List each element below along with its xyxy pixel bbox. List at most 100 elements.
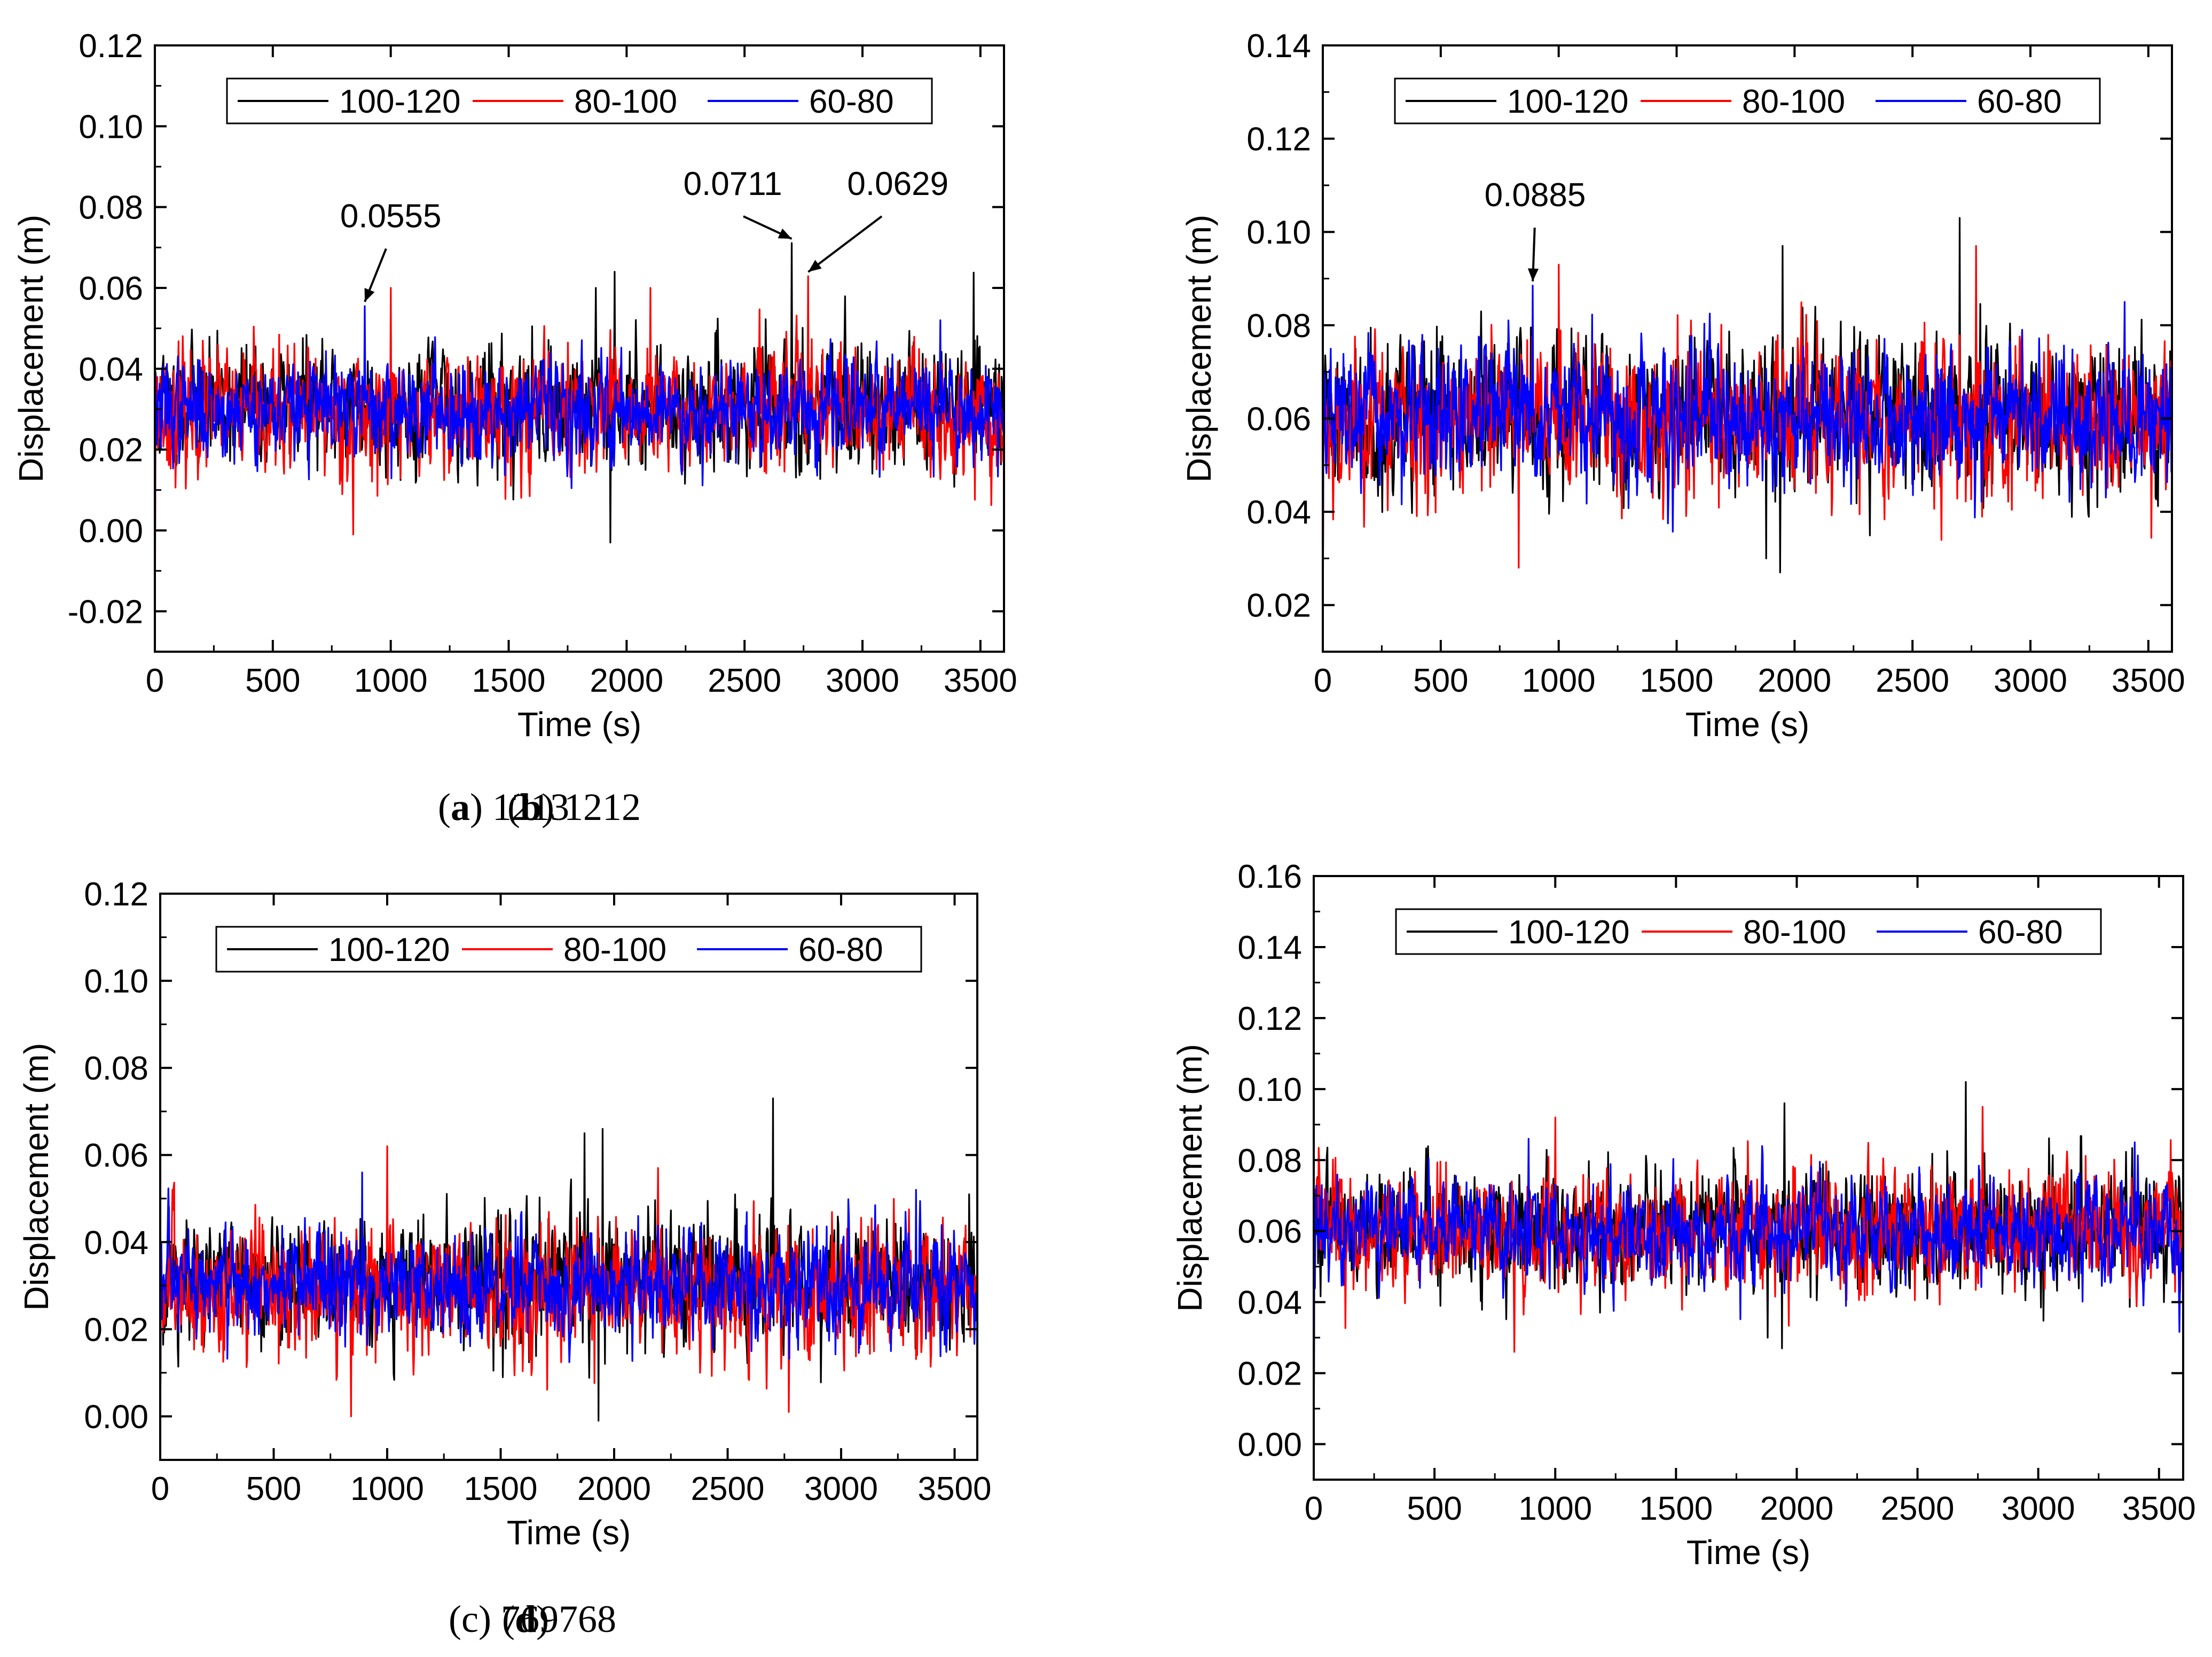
y-tick-label: 0.12	[1237, 1001, 1302, 1037]
series-line-80-100	[160, 1145, 977, 1449]
x-tick-label: 3000	[1994, 662, 2067, 699]
x-tick-label: 3500	[944, 662, 1017, 699]
annotation: 0.0711	[684, 166, 793, 240]
legend-entry: 100-120	[1508, 914, 1630, 951]
series-line-80-100	[155, 275, 1004, 640]
x-tick-label: 2500	[1881, 1490, 1955, 1527]
y-tick-label: 0.12	[1246, 121, 1311, 158]
x-tick-label: 2500	[691, 1471, 765, 1507]
x-tick-label: 3500	[2122, 1490, 2196, 1527]
y-tick-label: 0.04	[84, 1224, 148, 1261]
caption-b: (b) 1212	[507, 786, 641, 828]
y-tick-label: 0.02	[84, 1311, 148, 1348]
y-tick-label: 0.08	[79, 190, 143, 226]
legend-entry: 100-120	[328, 932, 450, 968]
legend-entry: 60-80	[1977, 83, 2062, 120]
svg-text:0.0711: 0.0711	[684, 166, 782, 202]
x-tick-label: 3500	[2112, 662, 2185, 699]
legend-entry: 80-100	[574, 83, 677, 120]
chart-svg: -0.02 0.00 0.02 0.04 0.06 0.08 0.10 0.12 0 500 100…	[12, 28, 1017, 744]
x-axis-label: Time (s)	[517, 705, 641, 744]
y-tick-label: 0.02	[1246, 588, 1311, 624]
series-line-60-80	[1323, 285, 2172, 640]
x-tick-label: 1000	[1522, 662, 1596, 699]
x-tick-label: 1000	[1518, 1490, 1592, 1527]
y-tick-label: 0.06	[79, 270, 143, 307]
y-axis-label: Displacement (m)	[17, 1043, 56, 1310]
y-tick-label: 0.02	[1237, 1356, 1302, 1393]
y-tick-label: 0.10	[79, 108, 143, 145]
plot-frame	[1313, 875, 2184, 1481]
series-line-60-80	[1314, 1138, 2183, 1468]
legend-entry: 80-100	[1743, 914, 1846, 951]
y-tick-label: -0.02	[68, 593, 143, 630]
x-axis-label: Time (s)	[507, 1513, 631, 1552]
y-tick-label: 0.14	[1237, 929, 1302, 966]
caption-d: (d) 768	[502, 1598, 617, 1640]
chart-svg: 0.00 0.02 0.04 0.06 0.08 0.10 0.12 0.14 0.16 0 500…	[1171, 858, 2196, 1572]
x-tick-label: 1500	[472, 662, 546, 699]
panel-b: 0.02 0.04 0.06 0.08 0.10 0.12 0.14 0 500 1000 1500…	[1106, 0, 2204, 769]
x-tick-label: 3000	[2002, 1490, 2075, 1527]
x-tick-label: 2000	[577, 1471, 651, 1507]
plot-frame	[159, 893, 978, 1461]
x-tick-label: 1500	[1639, 1490, 1713, 1527]
x-tick-label: 1500	[1640, 662, 1714, 699]
y-tick-label: 0.02	[79, 432, 143, 469]
caption-c: (c) 769	[449, 1598, 559, 1640]
legend-entry: 80-100	[1742, 83, 1845, 120]
y-tick-label: 0.08	[1246, 308, 1311, 345]
y-tick-label: 0.10	[1246, 214, 1311, 251]
annotation: 0.0885	[1485, 177, 1586, 282]
x-axis-label: Time (s)	[1685, 705, 1809, 744]
panel-d: 0.00 0.02 0.04 0.06 0.08 0.10 0.12 0.14 0.16 0 500…	[1106, 855, 2212, 1597]
chart-svg: 0.00 0.02 0.04 0.06 0.08 0.10 0.12 0 500 1000 1500…	[17, 876, 991, 1552]
y-axis-label: Displacement (m)	[1171, 1044, 1209, 1311]
y-tick-label: 0.10	[1237, 1072, 1302, 1108]
x-tick-label: 2500	[708, 662, 781, 699]
legend-entry: 100-120	[1507, 83, 1629, 120]
x-tick-label: 2000	[590, 662, 663, 699]
y-tick-label: 0.12	[79, 28, 143, 65]
x-tick-label: 3000	[804, 1471, 878, 1507]
x-tick-label: 500	[245, 662, 300, 699]
legend: 100-120 80-100 60-80	[226, 77, 933, 124]
plot-frame	[1322, 44, 2173, 653]
legend-entry: 60-80	[798, 932, 883, 968]
x-tick-label: 2000	[1758, 662, 1831, 699]
caption-a: (a) 1213	[438, 786, 569, 828]
x-tick-label: 1500	[464, 1471, 538, 1507]
legend: 100-120 80-100 60-80	[215, 926, 922, 973]
x-tick-label: 1000	[354, 662, 428, 699]
y-tick-label: 0.08	[1237, 1143, 1302, 1179]
x-tick-label: 2500	[1876, 662, 1949, 699]
y-tick-label: 0.10	[84, 963, 148, 1000]
y-axis-label: Displacement (m)	[1180, 215, 1218, 482]
panel-a: -0.02 0.00 0.02 0.04 0.06 0.08 0.10 0.12 0 500 100…	[0, 0, 1036, 769]
y-tick-label: 0.00	[84, 1398, 148, 1435]
x-tick-label: 0	[146, 662, 164, 699]
svg-text:0.0885: 0.0885	[1485, 177, 1586, 214]
annotation: 0.0629	[807, 166, 948, 273]
legend: 100-120 80-100 60-80	[1394, 77, 2101, 124]
y-tick-label: 0.04	[1246, 494, 1311, 531]
svg-text:0.0629: 0.0629	[847, 166, 948, 202]
series-line-60-80	[155, 305, 1004, 640]
y-tick-label: 0.06	[1237, 1214, 1302, 1250]
x-tick-label: 1000	[350, 1471, 424, 1507]
y-tick-label: 0.04	[1237, 1285, 1302, 1322]
annotation: 0.0555	[340, 198, 441, 302]
y-tick-label: 0.12	[84, 876, 148, 913]
legend-entry: 100-120	[339, 83, 461, 120]
y-axis-label: Displacement (m)	[12, 215, 50, 482]
chart-svg: 0.02 0.04 0.06 0.08 0.10 0.12 0.14 0 500 1000 1500…	[1180, 28, 2185, 744]
x-tick-label: 0	[1305, 1490, 1323, 1527]
y-tick-label: 0.04	[79, 351, 143, 388]
y-tick-label: 0.08	[84, 1050, 148, 1087]
x-tick-label: 0	[151, 1471, 169, 1507]
legend-entry: 60-80	[809, 83, 894, 120]
y-tick-label: 0.06	[1246, 401, 1311, 437]
y-tick-label: 0.00	[1237, 1427, 1302, 1464]
legend: 100-120 80-100 60-80	[1395, 908, 2102, 955]
